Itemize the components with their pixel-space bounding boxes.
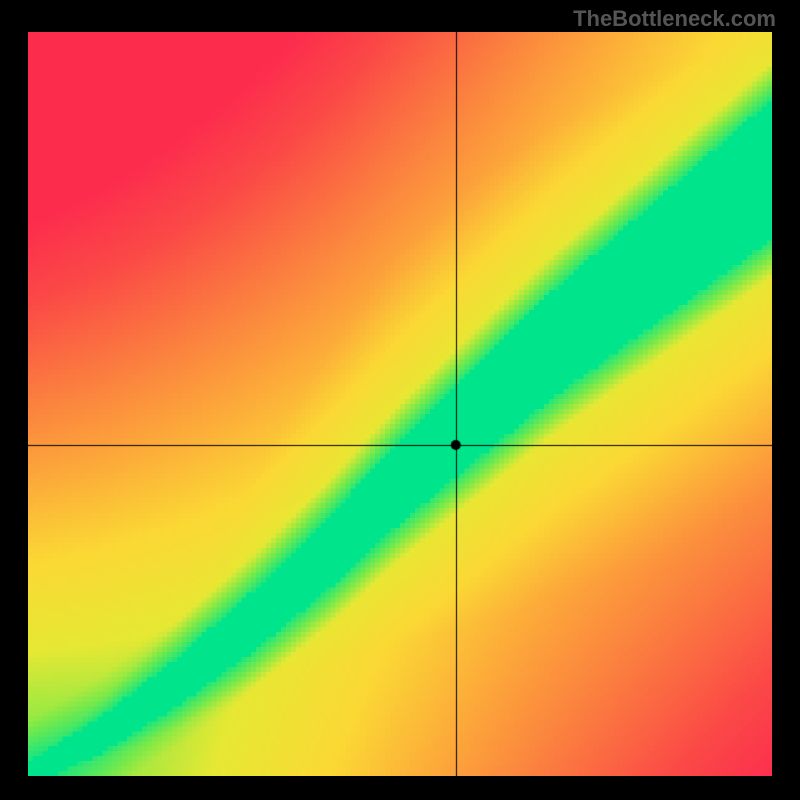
bottleneck-heatmap bbox=[28, 32, 772, 776]
watermark-text: TheBottleneck.com bbox=[573, 6, 776, 32]
chart-container: TheBottleneck.com bbox=[0, 0, 800, 800]
